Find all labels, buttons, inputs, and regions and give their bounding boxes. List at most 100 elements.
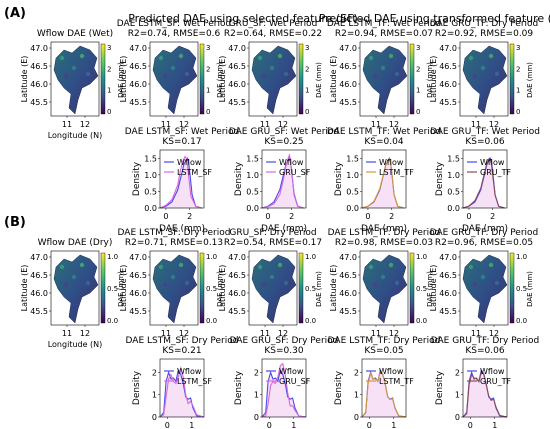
density-ytick-label: 0 [455,413,460,422]
map-panels: Wflow DAE (Wet)47.046.546.045.5Latitude … [20,19,538,349]
density-xtick-label: 1 [291,421,296,429]
legend-label: LSTM_TF [379,377,414,386]
density-xtick-label: 2 [389,212,394,221]
density-xtick-label: 0 [468,421,473,429]
map-speckle [162,73,168,79]
density-ylabel: Density [234,161,244,196]
map-ytick-label: 45.5 [129,98,147,107]
legend-label: LSTM_TF [379,168,414,177]
map-title: R2=0.64, RMSE=0.22 [224,29,322,39]
map-axes [50,41,100,117]
density-line-gru_tf [462,157,505,209]
map-axes [149,41,199,117]
map-xlabel: Longitude (N) [48,131,103,140]
legend-label: GRU_TF [480,168,512,177]
density-xtick-label: 0 [367,421,372,429]
map-ytick-label: 47.0 [439,44,457,53]
map-xtick-label: 11 [62,329,72,338]
colorbar [409,252,415,324]
density-axes [159,358,205,418]
map-ylabel: Latitude (E) [329,265,338,312]
catchment-shape [462,45,508,115]
map-speckle [170,274,176,280]
map-axes [149,250,199,326]
map-ytick-label: 47.0 [439,253,457,262]
map-ytick-label: 45.5 [30,307,48,316]
map-speckle [380,274,386,280]
map-speckle [394,280,400,286]
density-ylabel: Density [435,370,445,405]
map-ytick-label: 46.5 [339,62,357,71]
legend-label: LSTM_SF [177,168,212,177]
map-ytick-label: 45.5 [30,98,48,107]
density-line-gru_tf [462,371,508,418]
map-xtick-label: 12 [179,329,189,338]
map-title: R2=0.54, RMSE=0.17 [224,238,322,248]
density-xtick-label: 1 [189,421,194,429]
colorbar-tick-label: 2 [107,65,111,73]
legend-label: GRU_SF [279,377,311,386]
density-ytick-label: 0 [254,413,259,422]
map-speckle [472,282,478,288]
map-speckle [488,53,494,59]
map-axes [459,250,509,326]
colorbar-tick-label: 1 [305,87,309,95]
map-axes [50,250,100,326]
colorbar-tick-label: 0 [416,108,420,116]
colorbar-tick-label: 0 [206,108,210,116]
map-speckle [257,264,263,270]
density-line-gru_sf [261,153,304,209]
map-ytick-label: 45.5 [439,307,457,316]
map-speckle [71,65,77,71]
map-ytick-label: 45.5 [439,98,457,107]
colorbar [199,43,205,115]
map-speckle [269,274,275,280]
density-ytick-label: 1.0 [246,171,259,180]
map-speckle [480,65,486,71]
map-title: DAE LSTM_TF: Wet Period [327,19,441,29]
map-title: DAE GRU_TF: Dry Period [430,228,539,238]
map-ytick-label: 46.0 [339,80,357,89]
colorbar-tick-label: 1.0 [516,253,527,261]
map-panel: Wflow DAE (Dry)47.046.546.045.5Latitude … [20,238,125,349]
catchment-shape [251,45,297,115]
density-xtick-label: 0 [163,212,168,221]
map-speckle [277,53,283,59]
density-axes [261,358,307,418]
panel-b-label: (B) [4,215,26,230]
colorbar-label: DAE (mm) [426,62,434,98]
legend-label: Wflow [177,367,202,376]
map-speckle [79,262,85,268]
density-axes [361,358,407,418]
colorbar-label: DAE (mm) [216,271,224,307]
map-speckle [85,280,91,286]
map-xtick-label: 12 [80,120,90,129]
map-xtick-label: 12 [80,329,90,338]
density-axes [462,149,508,209]
map-speckle [261,282,267,288]
density-ytick-label: 0 [152,413,157,422]
density-fill [463,158,505,208]
map-xtick-label: 11 [371,329,381,338]
map-speckle [261,73,267,79]
density-line-lstm_tf [361,158,404,209]
map-panel: Wflow DAE (Wet)47.046.546.045.5Latitude … [20,29,125,140]
map-ytick-label: 45.5 [339,98,357,107]
map-title: DAE LSTM_SF: Wet Period [117,19,231,29]
colorbar-tick-label: 1.0 [305,253,316,261]
map-ylabel: Latitude (E) [429,265,438,312]
density-axes [361,149,407,209]
ks-statistic: KS=0.06 [465,137,504,147]
density-title: DAE GRU_TF: Wet Period [430,127,540,137]
map-speckle [269,65,275,71]
map-speckle [480,274,486,280]
density-ytick-label: 0.5 [246,187,259,196]
density-xtick-label: 0 [265,212,270,221]
map-speckle [372,73,378,79]
legend-label: Wflow [177,158,202,167]
map-ytick-label: 47.0 [339,44,357,53]
map-speckle [257,55,263,61]
colorbar-label: DAE (mm) [315,62,323,98]
